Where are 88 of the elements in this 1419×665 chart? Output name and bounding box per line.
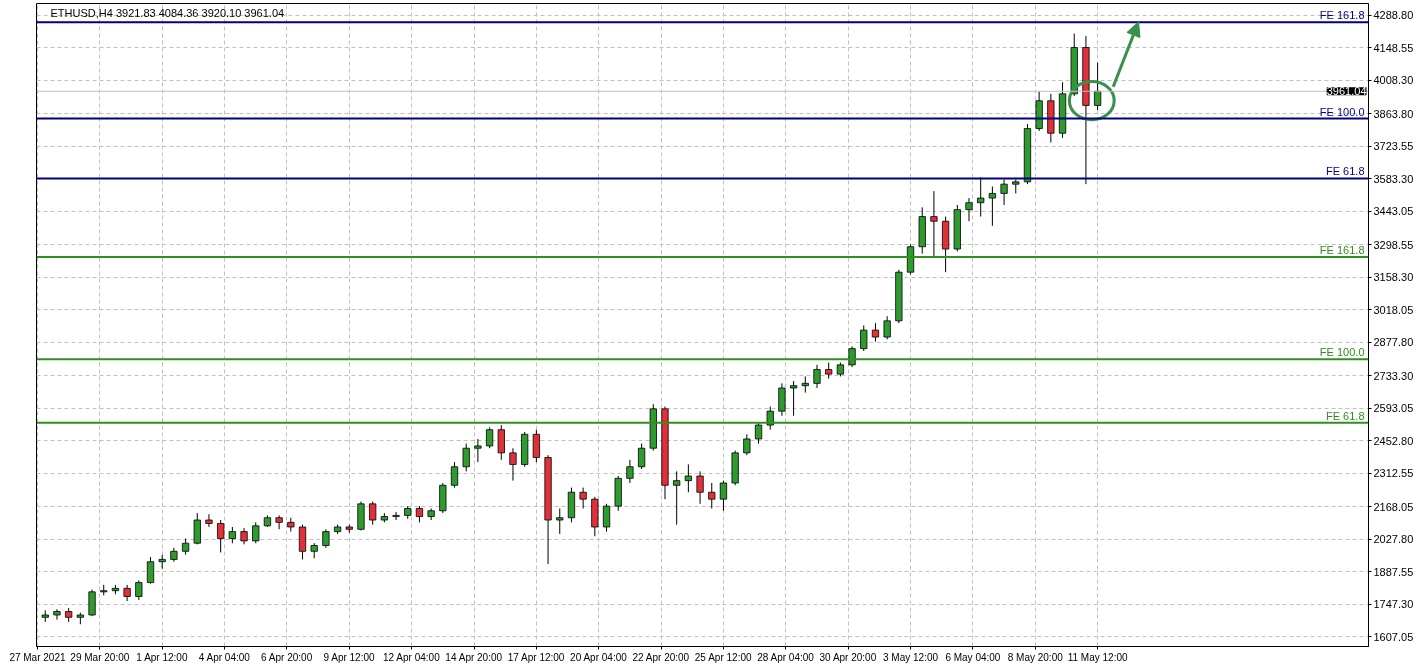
candlestick xyxy=(532,429,540,463)
y-tick-label: 1887.55 xyxy=(1373,565,1414,578)
y-tick-label: 2452.80 xyxy=(1373,434,1414,447)
ref-line-label: 3961.04 xyxy=(1326,85,1367,98)
candlestick xyxy=(217,519,225,553)
x-tick-label: 3 May 12:00 xyxy=(883,651,939,663)
chart-title: ETHUSD,H4 3921.83 4084.36 3920.10 3961.04 xyxy=(50,6,285,19)
candlestick xyxy=(509,447,517,482)
candlestick xyxy=(275,514,283,530)
x-tick-label: 9 Apr 12:00 xyxy=(323,651,376,663)
candlestick xyxy=(556,507,564,535)
y-tick-label: 2877.80 xyxy=(1373,336,1414,349)
y-tick-label: 3723.55 xyxy=(1373,140,1414,153)
candlestick xyxy=(497,424,505,461)
candlestick xyxy=(883,315,891,340)
candlestick xyxy=(252,521,260,544)
y-tick-label: 2027.80 xyxy=(1373,533,1414,546)
y-tick-label: 2168.05 xyxy=(1373,500,1414,513)
x-tick-label: 27 Mar 2021 xyxy=(9,651,66,663)
x-tick-label: 8 May 20:00 xyxy=(1007,651,1064,663)
candlestick xyxy=(673,470,681,526)
x-tick-label: 6 Apr 20:00 xyxy=(261,651,313,663)
ref-line-label: FE 61.8 xyxy=(1325,165,1365,178)
y-tick-label: 1747.30 xyxy=(1373,598,1414,611)
candlestick xyxy=(977,176,985,218)
candlestick xyxy=(708,482,716,509)
candlestick xyxy=(485,426,494,449)
y-tick-label: 4288.80 xyxy=(1373,9,1414,22)
x-tick-label: 25 Apr 12:00 xyxy=(694,651,752,663)
ref-line-label: FE 161.8 xyxy=(1319,9,1365,22)
x-tick-label: 22 Apr 20:00 xyxy=(632,651,690,663)
y-tick-label: 3443.05 xyxy=(1373,205,1414,218)
y-tick-label: 2312.55 xyxy=(1373,467,1414,480)
candlestick xyxy=(696,470,704,505)
candlestick xyxy=(193,512,201,545)
x-tick-label: 4 Apr 04:00 xyxy=(198,651,251,663)
candlestick xyxy=(637,443,646,470)
y-tick-label: 4008.30 xyxy=(1373,74,1414,87)
x-tick-label: 12 Apr 04:00 xyxy=(383,651,441,663)
candlestick xyxy=(205,513,213,528)
candlestick xyxy=(789,380,798,417)
candlestick xyxy=(53,608,61,621)
y-tick-label: 3158.30 xyxy=(1373,271,1414,284)
y-tick-label: 2733.30 xyxy=(1373,369,1414,382)
candlestick xyxy=(392,511,400,521)
candlestick xyxy=(743,433,751,456)
ref-line-label: FE 161.8 xyxy=(1319,243,1365,256)
ref-line-label: FE 61.8 xyxy=(1325,409,1365,422)
candlestick xyxy=(778,382,786,417)
y-tick-label: 1607.05 xyxy=(1373,630,1414,643)
x-tick-label: 30 Apr 20:00 xyxy=(819,651,877,663)
candlestick xyxy=(1000,179,1008,206)
x-tick-label: 11 May 12:00 xyxy=(1067,651,1128,663)
y-tick-label: 3863.80 xyxy=(1373,107,1414,120)
candlestick xyxy=(322,528,330,549)
candlestick xyxy=(719,480,728,512)
ref-line-label: FE 100.0 xyxy=(1319,346,1365,359)
x-tick-label: 6 May 04:00 xyxy=(945,651,1001,663)
candlestick xyxy=(871,322,880,343)
x-tick-label: 14 Apr 20:00 xyxy=(445,651,503,663)
candlestick xyxy=(813,364,821,389)
ref-line-label: FE 100.0 xyxy=(1319,105,1365,118)
candlestick xyxy=(88,589,96,617)
candlestick xyxy=(602,503,611,533)
candlestick xyxy=(930,190,938,257)
candlestick xyxy=(462,443,470,472)
candlestick xyxy=(369,501,377,526)
x-tick-label: 29 Mar 20:00 xyxy=(70,651,130,663)
x-tick-label: 20 Apr 04:00 xyxy=(570,651,628,663)
x-tick-label: 1 Apr 12:00 xyxy=(136,651,188,663)
candlestick xyxy=(684,463,692,493)
candlestick xyxy=(626,459,634,484)
y-tick-label: 3583.30 xyxy=(1373,172,1414,185)
x-tick-label: 28 Apr 04:00 xyxy=(757,651,815,663)
candlestick xyxy=(1094,62,1102,111)
y-tick-label: 3018.05 xyxy=(1373,303,1414,316)
y-tick-label: 4148.55 xyxy=(1373,41,1414,54)
candlestick xyxy=(135,579,143,601)
candlestick xyxy=(860,324,868,352)
candlestick xyxy=(965,197,973,222)
candlestick xyxy=(146,556,155,585)
candlestick xyxy=(988,185,996,227)
y-tick-label: 3298.55 xyxy=(1373,238,1414,251)
candlestick xyxy=(474,438,482,463)
candlestick xyxy=(579,487,587,509)
y-tick-label: 2593.05 xyxy=(1373,402,1414,415)
candlestick xyxy=(450,461,459,489)
x-tick-label: 17 Apr 12:00 xyxy=(507,651,565,663)
